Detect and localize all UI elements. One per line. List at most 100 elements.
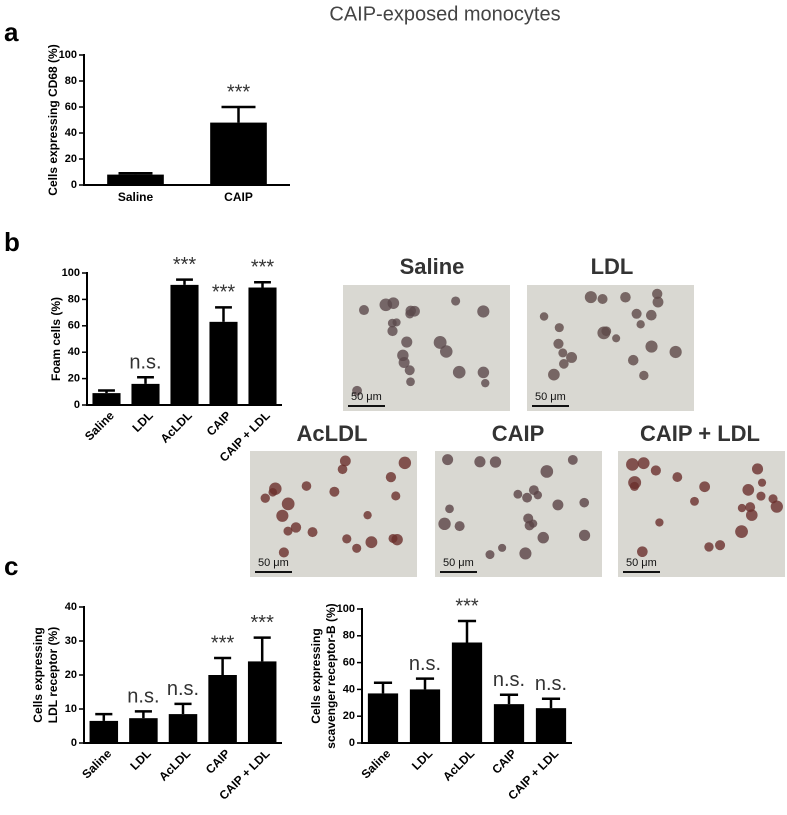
y-tick-label: 80 (65, 75, 77, 87)
cell (552, 499, 564, 511)
cell (566, 351, 578, 363)
cell (301, 481, 312, 491)
cell (639, 370, 649, 381)
y-tick-label: 30 (65, 635, 77, 647)
significance-label: *** (251, 257, 275, 279)
cell (631, 308, 642, 319)
cell (358, 305, 369, 316)
significance-label: n.s. (167, 678, 199, 700)
bar (170, 284, 199, 405)
y-tick-label: 40 (343, 683, 355, 695)
cell (735, 525, 748, 539)
x-tick-label: Saline (82, 408, 117, 443)
x-tick-label: CAIP (203, 746, 233, 776)
cell (554, 323, 564, 333)
cell (636, 320, 645, 329)
cell (770, 500, 783, 513)
cell (715, 540, 726, 551)
y-tick-label: 80 (68, 293, 80, 305)
bar (493, 704, 525, 743)
y-tick-label: 20 (68, 373, 80, 385)
cell (737, 503, 747, 513)
cell (513, 489, 523, 499)
significance-label: *** (251, 612, 275, 634)
cell (337, 464, 348, 475)
cell (601, 326, 612, 337)
micrograph-title: LDL (591, 254, 634, 279)
cell (485, 550, 495, 560)
cell (283, 526, 293, 536)
cell (612, 334, 621, 343)
bar (107, 174, 164, 185)
y-tick-label: 0 (349, 737, 355, 749)
x-tick-label: AcLDL (440, 746, 477, 783)
cell (260, 493, 270, 503)
cell (645, 340, 658, 353)
cell (742, 484, 755, 496)
cell (637, 457, 650, 470)
cell (539, 312, 549, 321)
cell (438, 517, 451, 531)
cell (363, 511, 372, 520)
cell (268, 487, 278, 497)
panel-label: b (4, 227, 20, 257)
cell (637, 546, 648, 558)
cell (401, 336, 413, 348)
x-tick-label: CAIP (204, 408, 234, 438)
y-axis-label: Cells expressing CD68 (%) (46, 44, 60, 195)
y-tick-label: 100 (59, 49, 77, 61)
cell (757, 478, 767, 487)
cell (533, 490, 543, 500)
significance-label: n.s. (129, 352, 161, 374)
cell (751, 463, 764, 475)
cell (387, 318, 397, 328)
cell (553, 338, 564, 349)
figure-title: CAIP-exposed monocytes (329, 3, 560, 25)
cell (398, 456, 412, 470)
cell (440, 345, 453, 358)
bar (248, 287, 277, 405)
cell (342, 534, 352, 544)
cell (276, 509, 289, 522)
y-tick-label: 60 (68, 320, 80, 332)
cell (451, 296, 461, 306)
y-axis-label: LDL receptor (%) (46, 627, 60, 723)
cell (626, 458, 639, 471)
cell (385, 472, 397, 483)
micrograph (435, 451, 602, 577)
cell (307, 527, 318, 538)
cell (655, 518, 664, 527)
bar (168, 714, 198, 743)
cell (548, 368, 560, 381)
x-tick-label: Saline (358, 746, 393, 781)
scale-bar-label: 50 μm (626, 557, 657, 569)
y-tick-label: 10 (65, 703, 77, 715)
y-tick-label: 40 (65, 601, 77, 613)
significance-label: n.s. (535, 673, 567, 695)
cell (445, 504, 454, 514)
cell (650, 465, 661, 476)
panel-label: c (4, 551, 18, 581)
cell (652, 288, 663, 300)
y-axis-label: scavenger receptor-B (%) (324, 603, 338, 748)
cell (481, 378, 490, 388)
y-axis-label: Cells expressing (31, 627, 45, 722)
cell (339, 455, 351, 467)
x-tick-label: CAIP (489, 746, 519, 776)
significance-label: n.s. (493, 669, 525, 691)
cell (519, 547, 532, 560)
y-tick-label: 80 (343, 630, 355, 642)
bar (131, 383, 160, 405)
cell (540, 465, 554, 478)
cell (690, 496, 699, 506)
cell (474, 456, 486, 468)
cell (477, 305, 490, 318)
micrograph-title: CAIP + LDL (640, 421, 760, 446)
bar (535, 708, 567, 743)
micrograph-title: CAIP (492, 421, 545, 446)
cell (498, 543, 507, 552)
significance-label: *** (173, 254, 197, 276)
significance-label: *** (211, 632, 235, 654)
cell (477, 366, 490, 379)
cell (391, 491, 401, 501)
